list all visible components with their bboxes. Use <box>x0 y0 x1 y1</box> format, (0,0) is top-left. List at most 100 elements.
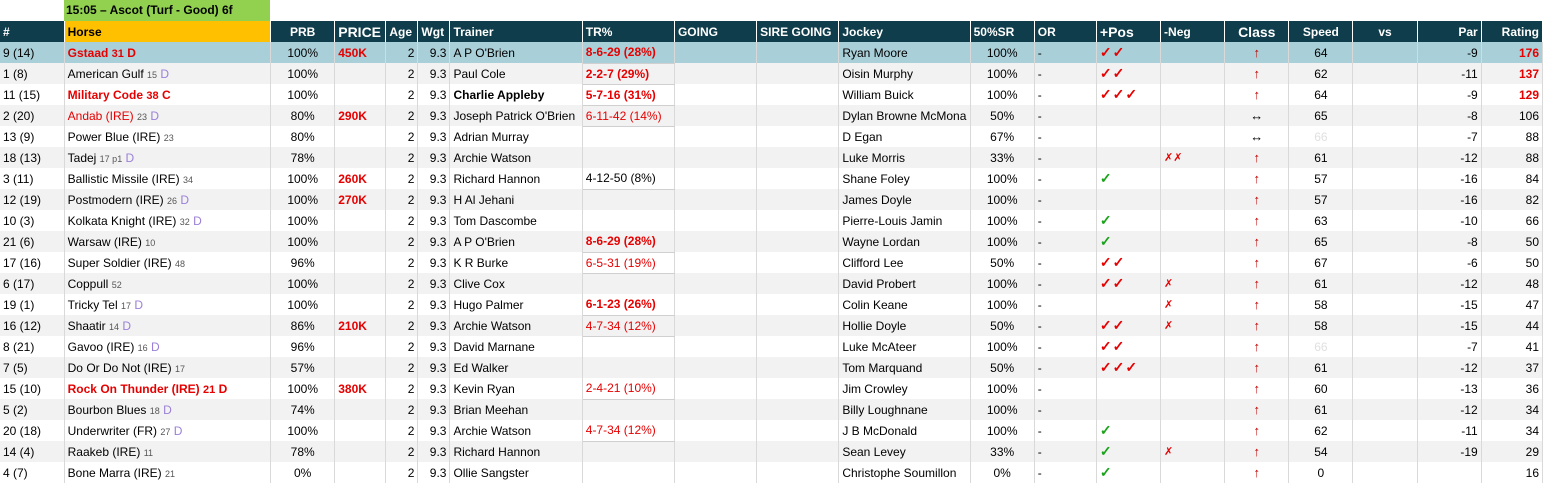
cell-trainer[interactable]: Kevin Ryan <box>449 378 583 399</box>
cell-trainer[interactable]: David Marnane <box>449 336 583 357</box>
horse-name[interactable]: Tricky Tel <box>67 297 118 312</box>
cell-horse[interactable]: Kolkata Knight (IRE) 32 D <box>64 210 272 231</box>
table-row[interactable]: 11 (15) Military Code 38 C 100% 2 9.3 Charlie… <box>0 84 1543 106</box>
col-header-wgt[interactable]: Wgt <box>417 21 451 42</box>
col-header-sire-going[interactable]: SIRE GOING <box>756 21 840 42</box>
cell-horse[interactable]: Coppull 52 <box>64 273 272 294</box>
horse-name[interactable]: Raakeb (IRE) <box>67 444 141 459</box>
cell-horse[interactable]: Gstaad 31 D <box>64 42 272 63</box>
horse-name[interactable]: Do Or Do Not (IRE) <box>67 360 172 375</box>
horse-name[interactable]: Underwriter (FR) <box>67 423 157 438</box>
cell-horse[interactable]: Tadej 17 p1 D <box>64 147 272 168</box>
cell-jockey[interactable]: Hollie Doyle <box>838 315 971 336</box>
horse-name[interactable]: Shaatir <box>67 318 106 333</box>
horse-name[interactable]: Military Code <box>67 87 143 102</box>
cell-jockey[interactable]: Dylan Browne McMona <box>838 105 971 126</box>
cell-trainer[interactable]: A P O'Brien <box>449 42 583 63</box>
horse-name[interactable]: Gavoo (IRE) <box>67 339 135 354</box>
table-row[interactable]: 19 (1) Tricky Tel 17 D 100% 2 9.3 Hugo Palmer… <box>0 294 1543 316</box>
col-header-speed[interactable]: Speed <box>1288 21 1354 42</box>
col-header-trainer[interactable]: Trainer <box>449 21 583 42</box>
col-header-age[interactable]: Age <box>385 21 419 42</box>
cell-jockey[interactable]: Tom Marquand <box>838 357 971 378</box>
cell-trainer[interactable]: Archie Watson <box>449 420 583 441</box>
cell-trainer[interactable]: Paul Cole <box>449 63 583 84</box>
col-header-number[interactable]: # <box>0 21 65 42</box>
cell-jockey[interactable]: James Doyle <box>838 189 971 210</box>
horse-name[interactable]: Gstaad <box>67 45 109 60</box>
cell-trainer[interactable]: Clive Cox <box>449 273 583 294</box>
col-header-or[interactable]: OR <box>1034 21 1097 42</box>
cell-trainer[interactable]: A P O'Brien <box>449 231 583 252</box>
cell-trainer[interactable]: Archie Watson <box>449 315 583 336</box>
cell-trainer[interactable]: Ollie Sangster <box>449 462 583 483</box>
cell-trainer[interactable]: Charlie Appleby <box>449 84 583 105</box>
table-row[interactable]: 9 (14) Gstaad 31 D 100% 450K 2 9.3 A P O'Brien… <box>0 42 1543 64</box>
cell-jockey[interactable]: Christophe Soumillon <box>838 462 971 483</box>
cell-jockey[interactable]: Colin Keane <box>838 294 971 315</box>
horse-name[interactable]: Coppull <box>67 276 109 291</box>
table-row[interactable]: 21 (6) Warsaw (IRE) 10 100% 2 9.3 A P O'Brie… <box>0 231 1543 253</box>
cell-horse[interactable]: Military Code 38 C <box>64 84 272 105</box>
cell-horse[interactable]: Underwriter (FR) 27 D <box>64 420 272 441</box>
cell-jockey[interactable]: Sean Levey <box>838 441 971 462</box>
table-row[interactable]: 12 (19) Postmodern (IRE) 26 D 100% 270K 2 9.3… <box>0 189 1543 210</box>
table-row[interactable]: 3 (11) Ballistic Missile (IRE) 34 100% 260… <box>0 168 1543 190</box>
table-row[interactable]: 8 (21) Gavoo (IRE) 16 D 96% 2 9.3 David Marna… <box>0 336 1543 357</box>
race-title[interactable]: 15:05 – Ascot (Turf - Good) 6f <box>64 0 270 21</box>
horse-name[interactable]: Bone Marra (IRE) <box>67 465 162 480</box>
cell-trainer[interactable]: Richard Hannon <box>449 168 583 189</box>
col-header-horse[interactable]: Horse <box>64 21 272 42</box>
cell-jockey[interactable]: Billy Loughnane <box>838 399 971 420</box>
cell-horse[interactable]: Bourbon Blues 18 D <box>64 399 272 420</box>
cell-horse[interactable]: Gavoo (IRE) 16 D <box>64 336 272 357</box>
table-row[interactable]: 6 (17) Coppull 52 100% 2 9.3 Clive Cox David … <box>0 273 1543 294</box>
cell-jockey[interactable]: Luke Morris <box>838 147 971 168</box>
cell-trainer[interactable]: Tom Dascombe <box>449 210 583 231</box>
cell-horse[interactable]: Tricky Tel 17 D <box>64 294 272 315</box>
table-row[interactable]: 10 (3) Kolkata Knight (IRE) 32 D 100% 2 9.3 T… <box>0 210 1543 231</box>
table-row[interactable]: 16 (12) Shaatir 14 D 86% 210K 2 9.3 Archie Wat… <box>0 315 1543 337</box>
cell-horse[interactable]: Power Blue (IRE) 23 <box>64 126 272 147</box>
cell-horse[interactable]: Warsaw (IRE) 10 <box>64 231 272 252</box>
table-row[interactable]: 17 (16) Super Soldier (IRE) 48 96% 2 9.3 K R… <box>0 252 1543 274</box>
cell-trainer[interactable]: H Al Jehani <box>449 189 583 210</box>
cell-jockey[interactable]: Oisin Murphy <box>838 63 971 84</box>
col-header-price[interactable]: PRICE <box>334 21 387 42</box>
cell-jockey[interactable]: Ryan Moore <box>838 42 971 63</box>
table-row[interactable]: 7 (5) Do Or Do Not (IRE) 17 57% 2 9.3 Ed Wal… <box>0 357 1543 378</box>
table-row[interactable]: 5 (2) Bourbon Blues 18 D 74% 2 9.3 Brian Meeh… <box>0 399 1543 420</box>
cell-horse[interactable]: Postmodern (IRE) 26 D <box>64 189 272 210</box>
col-header-par[interactable]: Par <box>1417 21 1482 42</box>
col-header-vs[interactable]: vs <box>1352 21 1418 42</box>
cell-trainer[interactable]: K R Burke <box>449 252 583 273</box>
horse-name[interactable]: Rock On Thunder (IRE) <box>67 381 200 396</box>
table-row[interactable]: 20 (18) Underwriter (FR) 27 D 100% 2 9.3 Arch… <box>0 420 1543 442</box>
cell-horse[interactable]: American Gulf 15 D <box>64 63 272 84</box>
col-header-class[interactable]: Class <box>1224 21 1290 42</box>
col-header-jockey[interactable]: Jockey <box>838 21 971 42</box>
table-row[interactable]: 1 (8) American Gulf 15 D 100% 2 9.3 Paul Cole… <box>0 63 1543 85</box>
horse-name[interactable]: Bourbon Blues <box>67 402 147 417</box>
table-row[interactable]: 4 (7) Bone Marra (IRE) 21 0% 2 9.3 Ollie San… <box>0 462 1543 483</box>
cell-trainer[interactable]: Adrian Murray <box>449 126 583 147</box>
table-row[interactable]: 14 (4) Raakeb (IRE) 11 78% 2 9.3 Richard Han… <box>0 441 1543 462</box>
col-header-pos[interactable]: +Pos <box>1096 21 1162 42</box>
cell-jockey[interactable]: Wayne Lordan <box>838 231 971 252</box>
cell-horse[interactable]: Super Soldier (IRE) 48 <box>64 252 272 273</box>
horse-name[interactable]: Super Soldier (IRE) <box>67 255 172 270</box>
horse-name[interactable]: Andab (IRE) <box>67 108 134 123</box>
cell-jockey[interactable]: J B McDonald <box>838 420 971 441</box>
cell-horse[interactable]: Raakeb (IRE) 11 <box>64 441 272 462</box>
col-header-rating[interactable]: Rating <box>1481 21 1543 42</box>
cell-trainer[interactable]: Ed Walker <box>449 357 583 378</box>
col-header-tr-percent[interactable]: TR% <box>582 21 675 42</box>
table-row[interactable]: 2 (20) Andab (IRE) 23 D 80% 290K 2 9.3 Joseph … <box>0 105 1543 127</box>
horse-name[interactable]: Tadej <box>67 150 97 165</box>
cell-horse[interactable]: Do Or Do Not (IRE) 17 <box>64 357 272 378</box>
col-header-neg[interactable]: -Neg <box>1160 21 1226 42</box>
cell-trainer[interactable]: Hugo Palmer <box>449 294 583 315</box>
cell-jockey[interactable]: D Egan <box>838 126 971 147</box>
cell-jockey[interactable]: William Buick <box>838 84 971 105</box>
col-header-prb[interactable]: PRB <box>270 21 336 42</box>
